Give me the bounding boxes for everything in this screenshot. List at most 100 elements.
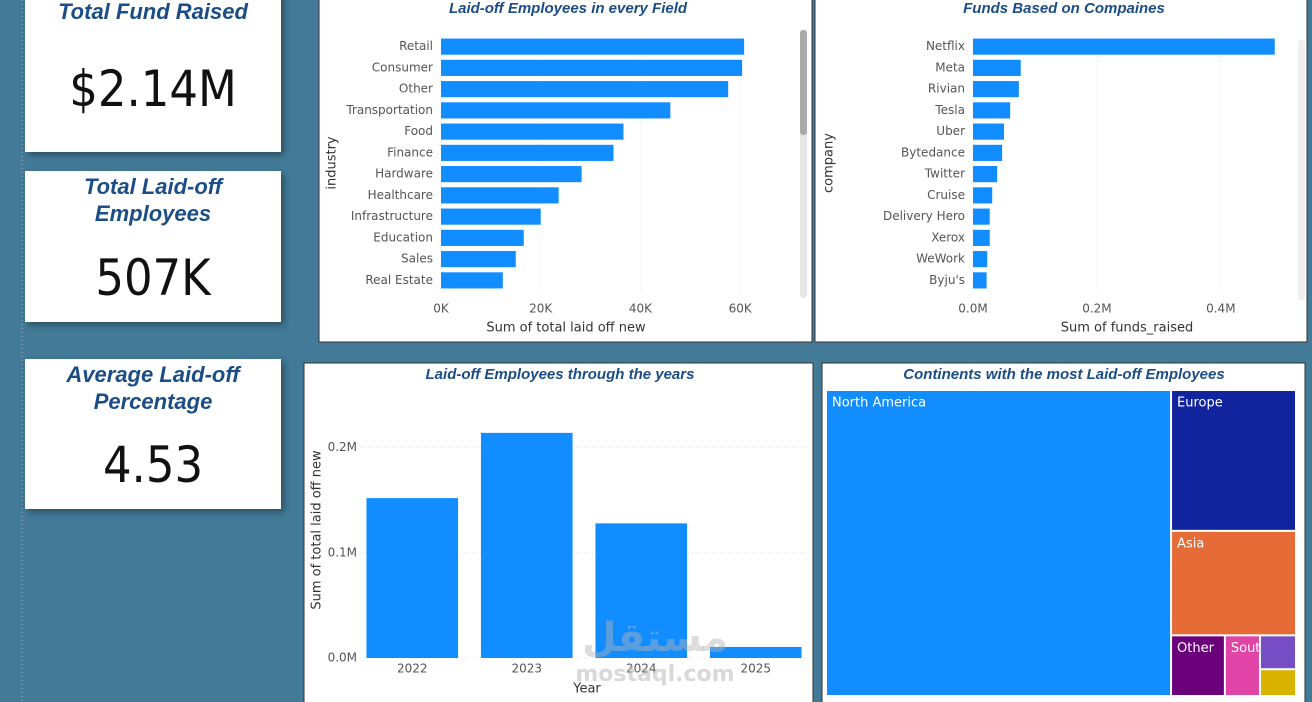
scrollbar-thumb[interactable] bbox=[800, 30, 807, 135]
bar bbox=[441, 187, 559, 204]
y-tick-label: Real Estate bbox=[365, 273, 433, 287]
bar bbox=[973, 208, 990, 225]
y-tick-label: Hardware bbox=[375, 167, 433, 181]
card-value: 507K bbox=[95, 249, 211, 307]
y-axis-title: company bbox=[822, 133, 837, 193]
chart-title: Laid-off Employees through the years bbox=[426, 366, 695, 383]
bar bbox=[973, 229, 990, 246]
x-axis-title: Sum of funds_raised bbox=[1061, 321, 1193, 336]
bar bbox=[973, 59, 1021, 76]
bar bbox=[595, 523, 688, 658]
bar bbox=[441, 38, 745, 55]
bar bbox=[441, 208, 541, 225]
x-tick-label: 20K bbox=[529, 302, 553, 316]
y-tick-label: 0.1M bbox=[328, 545, 357, 559]
x-axis-title: Sum of total laid off new bbox=[486, 321, 646, 336]
bar bbox=[441, 59, 743, 76]
bar bbox=[441, 272, 503, 289]
x-tick-label: 0.4M bbox=[1206, 302, 1235, 316]
y-tick-label: Meta bbox=[935, 60, 965, 74]
card-value: 4.53 bbox=[102, 436, 204, 494]
treemap-cell bbox=[1260, 636, 1295, 669]
watermark: مستقل bbox=[582, 615, 728, 661]
chart-title: Continents with the most Laid-off Employ… bbox=[903, 366, 1224, 383]
bar bbox=[441, 229, 524, 246]
bar bbox=[441, 251, 516, 268]
cell-label: Asia bbox=[1177, 536, 1204, 551]
bar bbox=[709, 646, 802, 658]
chart-title: Laid-off Employees in every Field bbox=[449, 0, 688, 17]
treemap-cell bbox=[1172, 531, 1295, 635]
y-tick-label: Education bbox=[373, 230, 433, 244]
treemap-cell bbox=[1225, 636, 1259, 695]
y-tick-label: Delivery Hero bbox=[883, 209, 965, 223]
y-tick-label: Consumer bbox=[372, 60, 433, 74]
treemap-cell bbox=[1172, 391, 1295, 530]
y-tick-label: Food bbox=[404, 124, 433, 138]
card-title: Total Laid-off Employees bbox=[83, 174, 223, 226]
bar bbox=[441, 102, 671, 119]
watermark: mostaql.com bbox=[575, 662, 734, 687]
x-tick-label: 40K bbox=[629, 302, 653, 316]
card-title: Average Laid-off Percentage bbox=[66, 362, 240, 414]
y-tick-label: Bytedance bbox=[901, 145, 965, 159]
cell-label: Europe bbox=[1177, 396, 1223, 411]
cell-label: North America bbox=[832, 396, 926, 411]
x-axis-title: Year bbox=[572, 682, 601, 697]
y-tick-label: Infrastructure bbox=[351, 209, 433, 223]
bar bbox=[973, 144, 1003, 161]
treemap-cell bbox=[1172, 636, 1224, 695]
y-tick-label: Cruise bbox=[927, 188, 965, 202]
y-tick-label: Other bbox=[399, 82, 433, 96]
x-tick-label: 0K bbox=[433, 302, 450, 316]
bar bbox=[973, 166, 998, 183]
treemap-cell bbox=[827, 391, 1171, 695]
y-tick-label: 0.2M bbox=[328, 440, 357, 454]
bar bbox=[441, 81, 729, 98]
bar bbox=[973, 123, 1004, 140]
card-value: $2.14M bbox=[69, 60, 237, 118]
y-tick-label: Xerox bbox=[931, 230, 965, 244]
y-axis-title: industry bbox=[325, 136, 340, 190]
kpi-card: Average Laid-off Percentage 4.53 bbox=[25, 359, 281, 509]
y-tick-label: Transportation bbox=[345, 103, 433, 117]
bar bbox=[441, 144, 614, 161]
bar bbox=[366, 498, 459, 658]
y-tick-label: Retail bbox=[399, 39, 433, 53]
bar bbox=[973, 38, 1275, 55]
y-tick-label: Byju's bbox=[929, 273, 965, 287]
kpi-card: Total Laid-off Employees 507K bbox=[25, 171, 281, 322]
y-axis-title: Sum of total laid off new bbox=[310, 450, 325, 610]
y-tick-label: Netflix bbox=[926, 39, 965, 53]
x-tick-label: 0.2M bbox=[1082, 302, 1111, 316]
y-tick-label: Sales bbox=[401, 252, 433, 266]
y-tick-label: 0.0M bbox=[328, 651, 357, 665]
y-tick-label: Uber bbox=[936, 124, 965, 138]
bar bbox=[480, 432, 573, 658]
x-tick-label: 0.0M bbox=[958, 302, 987, 316]
kpi-card: Total Fund Raised $2.14M bbox=[25, 0, 281, 152]
chart-title: Funds Based on Compaines bbox=[963, 0, 1165, 17]
bar bbox=[441, 123, 624, 140]
y-tick-label: WeWork bbox=[916, 252, 965, 266]
y-tick-label: Finance bbox=[387, 145, 433, 159]
card-title: Total Fund Raised bbox=[58, 0, 248, 24]
x-tick-label: 60K bbox=[729, 302, 753, 316]
x-tick-label: 2025 bbox=[740, 662, 771, 676]
scrollbar-track[interactable] bbox=[1298, 40, 1305, 300]
cell-label: Other bbox=[1177, 641, 1215, 656]
bar bbox=[973, 102, 1011, 119]
bar bbox=[973, 251, 988, 268]
y-tick-label: Tesla bbox=[934, 103, 965, 117]
bar bbox=[973, 81, 1019, 98]
y-tick-label: Rivian bbox=[928, 82, 965, 96]
panel bbox=[814, 0, 1308, 343]
x-tick-label: 2024 bbox=[626, 662, 657, 676]
x-tick-label: 2023 bbox=[511, 662, 542, 676]
x-tick-label: 2022 bbox=[397, 662, 428, 676]
treemap-cell bbox=[1260, 670, 1295, 695]
bar bbox=[973, 187, 993, 204]
y-tick-label: Healthcare bbox=[368, 188, 433, 202]
